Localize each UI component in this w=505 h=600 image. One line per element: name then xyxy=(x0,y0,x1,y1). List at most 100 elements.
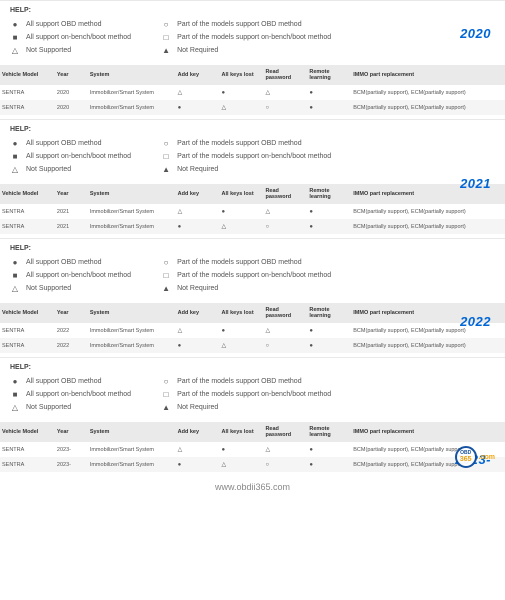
th-rp: Read password xyxy=(263,65,307,85)
th-rl: Remote learning xyxy=(307,65,351,85)
cell-year: 2020 xyxy=(55,85,88,100)
legend-text: All support OBD method xyxy=(26,140,101,147)
cell-model: SENTRA xyxy=(0,442,55,457)
legend-block: HELP: All support OBD methodAll support … xyxy=(0,238,505,303)
cell-addkey: △ xyxy=(176,204,220,219)
th-year: Year xyxy=(55,65,88,85)
cell-system: Immobilizer/Smart System xyxy=(88,323,176,338)
legend-item: Part of the models support on-bench/boot… xyxy=(161,390,331,399)
th-akl: All keys lost xyxy=(220,65,264,85)
legend-symbol xyxy=(161,258,171,267)
legend-symbol xyxy=(10,377,20,386)
th-addkey: Add key xyxy=(176,303,220,323)
cell-year: 2023- xyxy=(55,457,88,472)
legend-item: Not Required xyxy=(161,403,331,412)
legend-symbol xyxy=(161,165,171,174)
cell-addkey: ● xyxy=(176,457,220,472)
cell-rp: ○ xyxy=(263,219,307,234)
th-immo: IMMO part replacement xyxy=(351,65,505,85)
legend-item: All support OBD method xyxy=(10,20,131,29)
cell-rl: ● xyxy=(307,323,351,338)
legend-symbol xyxy=(161,33,171,42)
th-addkey: Add key xyxy=(176,422,220,442)
table-row: SENTRA 2020 Immobilizer/Smart System △ ●… xyxy=(0,85,505,100)
cell-akl: ● xyxy=(220,204,264,219)
cell-akl: △ xyxy=(220,100,264,115)
legend-item: Part of the models support OBD method xyxy=(161,377,331,386)
th-system: System xyxy=(88,65,176,85)
legend-symbol xyxy=(10,152,20,161)
cell-rp: ○ xyxy=(263,338,307,353)
th-year: Year xyxy=(55,303,88,323)
section: HELP: All support OBD methodAll support … xyxy=(0,119,505,234)
cell-model: SENTRA xyxy=(0,323,55,338)
legend-block: HELP: All support OBD methodAll support … xyxy=(0,0,505,65)
legend-text: Not Supported xyxy=(26,404,71,411)
cell-rl: ● xyxy=(307,100,351,115)
th-rl: Remote learning xyxy=(307,422,351,442)
legend-col-right: Part of the models support OBD method Par… xyxy=(161,377,331,412)
table-row: SENTRA 2022 Immobilizer/Smart System △ ●… xyxy=(0,323,505,338)
cell-rp: △ xyxy=(263,323,307,338)
th-akl: All keys lost xyxy=(220,422,264,442)
legend-text: Not Required xyxy=(177,166,218,173)
cell-year: 2022 xyxy=(55,338,88,353)
table-row: SENTRA 2021 Immobilizer/Smart System ● △… xyxy=(0,219,505,234)
legend-text: Not Supported xyxy=(26,166,71,173)
legend-symbol xyxy=(10,403,20,412)
cell-addkey: △ xyxy=(176,323,220,338)
legend-block: HELP: All support OBD methodAll support … xyxy=(0,119,505,184)
legend-text: Part of the models support OBD method xyxy=(177,140,302,147)
th-rl: Remote learning xyxy=(307,303,351,323)
legend-symbol xyxy=(161,403,171,412)
legend-col-left: All support OBD method All support on-ben… xyxy=(10,139,131,174)
legend-block: HELP: All support OBD methodAll support … xyxy=(0,357,505,422)
legend-item: Not Supported xyxy=(10,403,131,412)
legend-item: All support on-bench/boot method xyxy=(10,390,131,399)
th-rl: Remote learning xyxy=(307,184,351,204)
cell-akl: △ xyxy=(220,219,264,234)
watermark-365: 365 xyxy=(460,456,472,463)
support-table: Vehicle Model Year System Add key All ke… xyxy=(0,184,505,234)
th-addkey: Add key xyxy=(176,65,220,85)
legend-text: All support on-bench/boot method xyxy=(26,153,131,160)
legend-text: All support on-bench/boot method xyxy=(26,272,131,279)
cell-rl: ● xyxy=(307,219,351,234)
year-badge: 2022 xyxy=(460,314,491,329)
th-akl: All keys lost xyxy=(220,303,264,323)
cell-year: 2020 xyxy=(55,100,88,115)
legend-symbol xyxy=(10,33,20,42)
cell-akl: ● xyxy=(220,85,264,100)
cell-rp: ○ xyxy=(263,457,307,472)
cell-rp: △ xyxy=(263,204,307,219)
support-table: Vehicle Model Year System Add key All ke… xyxy=(0,65,505,115)
cell-year: 2021 xyxy=(55,219,88,234)
legend-item: Not Required xyxy=(161,284,331,293)
th-model: Vehicle Model xyxy=(0,65,55,85)
legend-item: Part of the models support OBD method xyxy=(161,258,331,267)
legend-text: Not Required xyxy=(177,47,218,54)
cell-system: Immobilizer/Smart System xyxy=(88,457,176,472)
legend-text: Not Required xyxy=(177,285,218,292)
legend-symbol xyxy=(10,284,20,293)
legend-symbol xyxy=(10,46,20,55)
legend-symbol xyxy=(161,20,171,29)
cell-model: SENTRA xyxy=(0,457,55,472)
legend-text: Not Required xyxy=(177,404,218,411)
legend-text: All support on-bench/boot method xyxy=(26,34,131,41)
cell-system: Immobilizer/Smart System xyxy=(88,442,176,457)
th-system: System xyxy=(88,184,176,204)
cell-addkey: ● xyxy=(176,219,220,234)
legend-item: Not Supported xyxy=(10,46,131,55)
cell-year: 2023- xyxy=(55,442,88,457)
legend-symbol xyxy=(161,284,171,293)
year-badge: 2021 xyxy=(460,176,491,191)
cell-rl: ● xyxy=(307,457,351,472)
year-badge: 2020 xyxy=(460,26,491,41)
th-addkey: Add key xyxy=(176,184,220,204)
legend-text: All support on-bench/boot method xyxy=(26,391,131,398)
cell-akl: ● xyxy=(220,442,264,457)
cell-system: Immobilizer/Smart System xyxy=(88,100,176,115)
legend-symbol xyxy=(10,258,20,267)
legend-grid: All support OBD method All support on-ben… xyxy=(10,139,495,174)
